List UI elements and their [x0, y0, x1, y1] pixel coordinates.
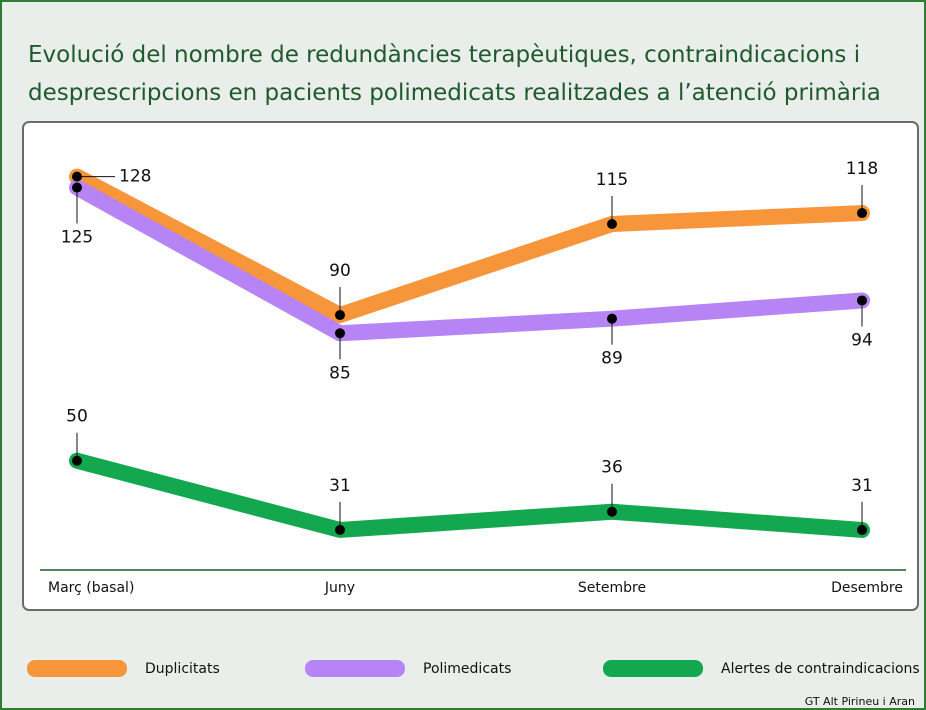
data-label: 115: [596, 170, 628, 190]
data-point: [335, 328, 345, 339]
data-label: 85: [329, 363, 351, 383]
data-label: 36: [601, 458, 623, 478]
data-label: 31: [851, 476, 873, 496]
data-point: [857, 295, 867, 306]
data-label: 125: [61, 228, 93, 248]
data-label: 128: [119, 167, 151, 187]
plot-area: [22, 121, 919, 611]
x-tick-label: Juny: [324, 580, 355, 596]
x-tick-label: Març (basal): [48, 580, 134, 596]
data-point: [607, 218, 617, 229]
data-point: [857, 208, 867, 219]
data-point: [607, 506, 617, 517]
chart-title: Evolució del nombre de redundàncies tera…: [28, 42, 881, 106]
data-label: 89: [601, 349, 623, 369]
series-line: [69, 168, 870, 324]
legend-swatch: [603, 660, 703, 677]
data-label: 94: [851, 330, 873, 350]
data-point: [607, 313, 617, 324]
x-tick-label: Setembre: [578, 580, 646, 596]
legend-label: Polimedicats: [423, 661, 511, 677]
series-line: [69, 452, 870, 538]
data-label: 50: [66, 407, 88, 427]
data-point: [72, 182, 82, 193]
legend-label: Alertes de contraindicacions: [721, 661, 920, 677]
data-point: [72, 455, 82, 466]
data-point: [335, 524, 345, 535]
legend-swatch: [27, 660, 127, 677]
legend-swatch: [305, 660, 405, 677]
legend-label: Duplicitats: [145, 661, 220, 677]
data-point: [335, 310, 345, 321]
series-line: [69, 179, 870, 342]
data-label: 118: [846, 159, 878, 179]
data-point: [72, 171, 82, 182]
data-label: 90: [329, 261, 351, 281]
data-label: 31: [329, 476, 351, 496]
x-tick-label: Desembre: [831, 580, 903, 596]
source: GT Alt Pirineu i Aran: [805, 695, 915, 708]
data-point: [857, 524, 867, 535]
